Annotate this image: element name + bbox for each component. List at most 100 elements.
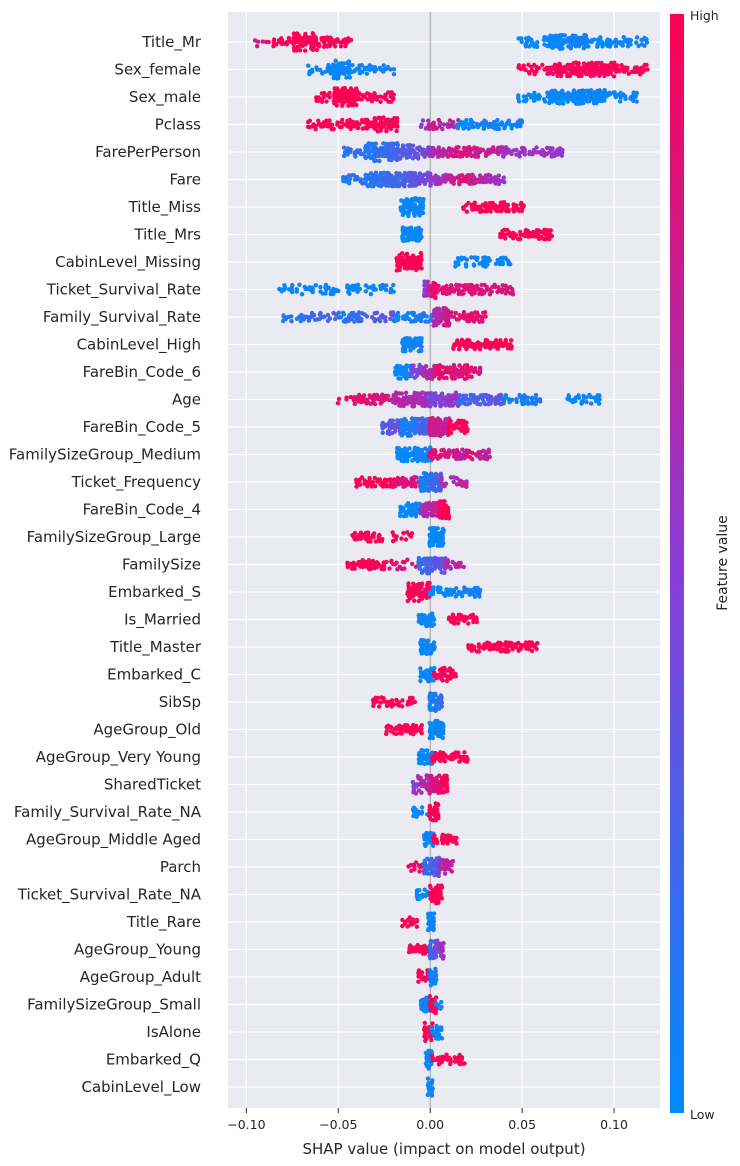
shap-point [454, 586, 459, 591]
shap-point [348, 394, 353, 400]
shap-point [472, 594, 478, 599]
shap-point [588, 96, 594, 102]
shap-point [597, 397, 602, 402]
shap-point [466, 621, 471, 626]
shap-point [402, 921, 407, 926]
shap-point [310, 69, 315, 75]
feature-points-title_master [418, 637, 540, 656]
shap-point [375, 695, 380, 701]
shap-point [440, 735, 445, 741]
shap-point [451, 346, 456, 351]
shap-point [482, 310, 488, 315]
shap-point [418, 124, 424, 129]
shap-point [513, 234, 518, 239]
shap-point [584, 399, 589, 405]
shap-point [482, 257, 487, 263]
shap-point [463, 124, 468, 130]
shap-point [296, 33, 302, 39]
shap-point [548, 228, 553, 233]
shap-point [440, 153, 446, 159]
shap-point [327, 43, 332, 49]
shap-point [419, 894, 425, 900]
shap-point [368, 539, 373, 544]
shap-point [427, 454, 432, 459]
shap-point [471, 619, 476, 625]
shap-point [420, 200, 425, 205]
shap-point [313, 42, 318, 47]
shap-point [441, 790, 446, 795]
shap-point [458, 456, 464, 461]
shap-point [443, 481, 449, 486]
shap-point [410, 266, 415, 271]
shap-point [526, 646, 532, 651]
shap-point [336, 310, 342, 315]
shap-point [424, 293, 430, 298]
shap-point [388, 126, 394, 131]
shap-point [509, 346, 514, 351]
shap-point [464, 376, 469, 381]
shap-point [425, 279, 430, 284]
shap-point [466, 173, 472, 178]
shap-point [628, 38, 634, 43]
shap-point [255, 39, 261, 44]
shap-point [395, 124, 400, 129]
shap-point [419, 805, 425, 810]
shap-point [324, 118, 329, 123]
shap-point [394, 128, 399, 134]
shap-point [501, 401, 506, 406]
shap-point [451, 621, 457, 626]
shap-point [341, 312, 347, 317]
shap-point [620, 40, 625, 45]
shap-point [503, 342, 508, 348]
feature-points-title_miss [398, 196, 526, 219]
shap-point [354, 102, 359, 108]
shap-point [432, 151, 437, 156]
shap-point [433, 995, 439, 1000]
shap-point [439, 704, 444, 709]
shap-point [598, 71, 603, 77]
shap-point [496, 397, 501, 402]
shap-point [475, 154, 481, 159]
feature-points-ticket_frequency [354, 471, 469, 494]
shap-point [529, 648, 535, 654]
shap-point [341, 145, 347, 150]
shap-point [354, 176, 360, 182]
shap-point [618, 95, 623, 100]
shap-point [488, 173, 493, 178]
shap-point [392, 429, 398, 434]
shap-point [504, 121, 509, 127]
shap-point [359, 97, 364, 102]
shap-point [433, 403, 438, 408]
shap-point [399, 727, 404, 732]
shap-point [284, 42, 290, 47]
shap-point [588, 88, 594, 93]
shap-point [419, 585, 424, 590]
shap-point [523, 67, 528, 73]
shap-point [453, 836, 459, 842]
shap-point [562, 33, 567, 38]
shap-point [401, 403, 406, 409]
shap-point [339, 124, 344, 130]
feature-points-farebin_code_4 [398, 499, 452, 521]
shap-point [449, 869, 454, 874]
shap-point [417, 213, 422, 218]
shap-point [607, 92, 612, 97]
shap-point [372, 475, 377, 481]
shap-point [634, 35, 640, 40]
shap-point [538, 399, 543, 404]
shap-point [470, 456, 475, 462]
shap-point [434, 676, 439, 681]
shap-point [431, 758, 437, 764]
shap-point [547, 236, 552, 242]
shap-point [402, 184, 407, 189]
shap-point [359, 399, 364, 405]
shap-point [430, 591, 435, 597]
feature-points-age [335, 390, 602, 409]
shap-point [460, 447, 465, 452]
shap-point [547, 71, 552, 76]
shap-point [477, 452, 483, 458]
shap-point [474, 316, 479, 322]
shap-point [579, 73, 584, 79]
shap-point [445, 789, 450, 794]
shap-point [391, 72, 397, 77]
